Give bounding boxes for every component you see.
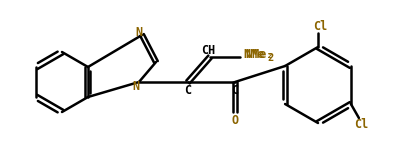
Text: Cl: Cl (354, 118, 368, 132)
Text: CH: CH (201, 44, 215, 56)
Text: NMe: NMe (243, 49, 264, 62)
Text: 2: 2 (267, 53, 273, 63)
Text: C: C (185, 84, 192, 98)
Text: N: N (135, 27, 142, 39)
Text: N: N (133, 81, 140, 94)
Text: O: O (231, 115, 239, 128)
Text: NMe₂: NMe₂ (246, 49, 274, 62)
Text: C: C (231, 84, 239, 98)
Text: Cl: Cl (313, 19, 327, 33)
